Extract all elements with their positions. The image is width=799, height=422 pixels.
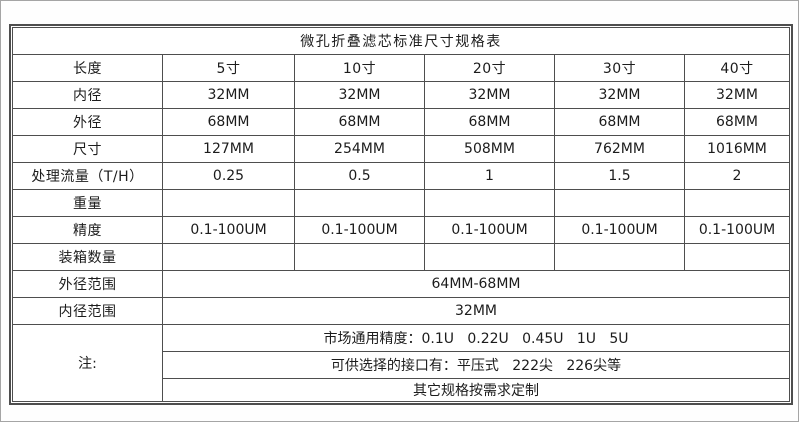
- spec-cell: [684, 189, 790, 217]
- row-label: 内径: [12, 81, 163, 109]
- spec-cell: 0.5: [294, 162, 425, 190]
- row-label: 精度: [12, 216, 163, 244]
- spec-row-weight: 重量: [12, 189, 790, 217]
- spec-cell: [424, 189, 555, 217]
- header-row: 长度 5寸 10寸 20寸 30寸 40寸: [12, 54, 790, 82]
- spec-cell: [554, 243, 685, 271]
- note-row-2: 可供选择的接口有：平压式 222尖 226尖等: [13, 351, 790, 379]
- row-label: 外径范围: [12, 270, 163, 298]
- spec-cell: 0.1-100UM: [294, 216, 425, 244]
- column-header-5in: 5寸: [162, 54, 295, 82]
- spec-cell: 32MM: [684, 81, 790, 109]
- spec-cell: 1: [424, 162, 555, 190]
- spec-cell: 0.1-100UM: [162, 216, 295, 244]
- spec-cell: 32MM: [294, 81, 425, 109]
- spec-row-flow-rate: 处理流量（T/H） 0.25 0.5 1 1.5 2: [12, 162, 790, 190]
- spec-table: 微孔折叠滤芯标准尺寸规格表 长度 5寸 10寸 20寸 30寸 40寸 内径 3…: [12, 27, 790, 402]
- spec-cell: 32MM: [162, 81, 295, 109]
- spec-cell: 1016MM: [684, 135, 790, 163]
- row-label: 尺寸: [12, 135, 163, 163]
- spec-cell: 68MM: [684, 108, 790, 136]
- note-label: 注:: [12, 324, 163, 402]
- span-value-cell: 32MM: [162, 297, 790, 325]
- spec-cell: [162, 243, 295, 271]
- spec-table-frame: 微孔折叠滤芯标准尺寸规格表 长度 5寸 10寸 20寸 30寸 40寸 内径 3…: [9, 24, 793, 405]
- row-label: 处理流量（T/H）: [12, 162, 163, 190]
- spec-row-precision: 精度 0.1-100UM 0.1-100UM 0.1-100UM 0.1-100…: [12, 216, 790, 244]
- span-row-outer-diameter-range: 外径范围 64MM-68MM: [12, 270, 790, 298]
- note-row-3: 其它规格按需求定制: [13, 378, 790, 402]
- note-line-precision: 市场通用精度：0.1U 0.22U 0.45U 1U 5U: [162, 324, 790, 352]
- spec-cell: 32MM: [424, 81, 555, 109]
- spec-cell: 32MM: [554, 81, 685, 109]
- spec-cell: 68MM: [162, 108, 295, 136]
- spec-cell: [554, 189, 685, 217]
- spec-cell: [294, 243, 425, 271]
- column-header-40in: 40寸: [684, 54, 790, 82]
- spec-cell: 1.5: [554, 162, 685, 190]
- spec-cell: [424, 243, 555, 271]
- span-row-inner-diameter-range: 内径范围 32MM: [12, 297, 790, 325]
- spec-cell: 762MM: [554, 135, 685, 163]
- spec-cell: 2: [684, 162, 790, 190]
- spec-cell: 0.1-100UM: [424, 216, 555, 244]
- row-label: 装箱数量: [12, 243, 163, 271]
- spec-row-size: 尺寸 127MM 254MM 508MM 762MM 1016MM: [12, 135, 790, 163]
- spec-cell: 508MM: [424, 135, 555, 163]
- spec-cell: 127MM: [162, 135, 295, 163]
- table-title: 微孔折叠滤芯标准尺寸规格表: [12, 27, 790, 55]
- column-header-length: 长度: [12, 54, 163, 82]
- note-line-custom: 其它规格按需求定制: [162, 378, 790, 402]
- spec-cell: 68MM: [294, 108, 425, 136]
- spec-cell: 254MM: [294, 135, 425, 163]
- note-line-connectors: 可供选择的接口有：平压式 222尖 226尖等: [162, 351, 790, 379]
- spec-row-inner-diameter: 内径 32MM 32MM 32MM 32MM 32MM: [12, 81, 790, 109]
- column-header-10in: 10寸: [294, 54, 425, 82]
- row-label: 内径范围: [12, 297, 163, 325]
- row-label: 外径: [12, 108, 163, 136]
- spec-cell: [162, 189, 295, 217]
- note-row-1: 注: 市场通用精度：0.1U 0.22U 0.45U 1U 5U: [12, 324, 790, 402]
- spec-cell: 0.1-100UM: [684, 216, 790, 244]
- spec-cell: 68MM: [424, 108, 555, 136]
- column-header-30in: 30寸: [554, 54, 685, 82]
- spec-cell: 0.1-100UM: [554, 216, 685, 244]
- spec-cell: [294, 189, 425, 217]
- spec-row-outer-diameter: 外径 68MM 68MM 68MM 68MM 68MM: [12, 108, 790, 136]
- title-row: 微孔折叠滤芯标准尺寸规格表: [12, 27, 790, 55]
- row-label: 重量: [12, 189, 163, 217]
- spec-row-packing-qty: 装箱数量: [12, 243, 790, 271]
- spec-cell: 0.25: [162, 162, 295, 190]
- column-header-20in: 20寸: [424, 54, 555, 82]
- span-value-cell: 64MM-68MM: [162, 270, 790, 298]
- spec-cell: 68MM: [554, 108, 685, 136]
- spec-cell: [684, 243, 790, 271]
